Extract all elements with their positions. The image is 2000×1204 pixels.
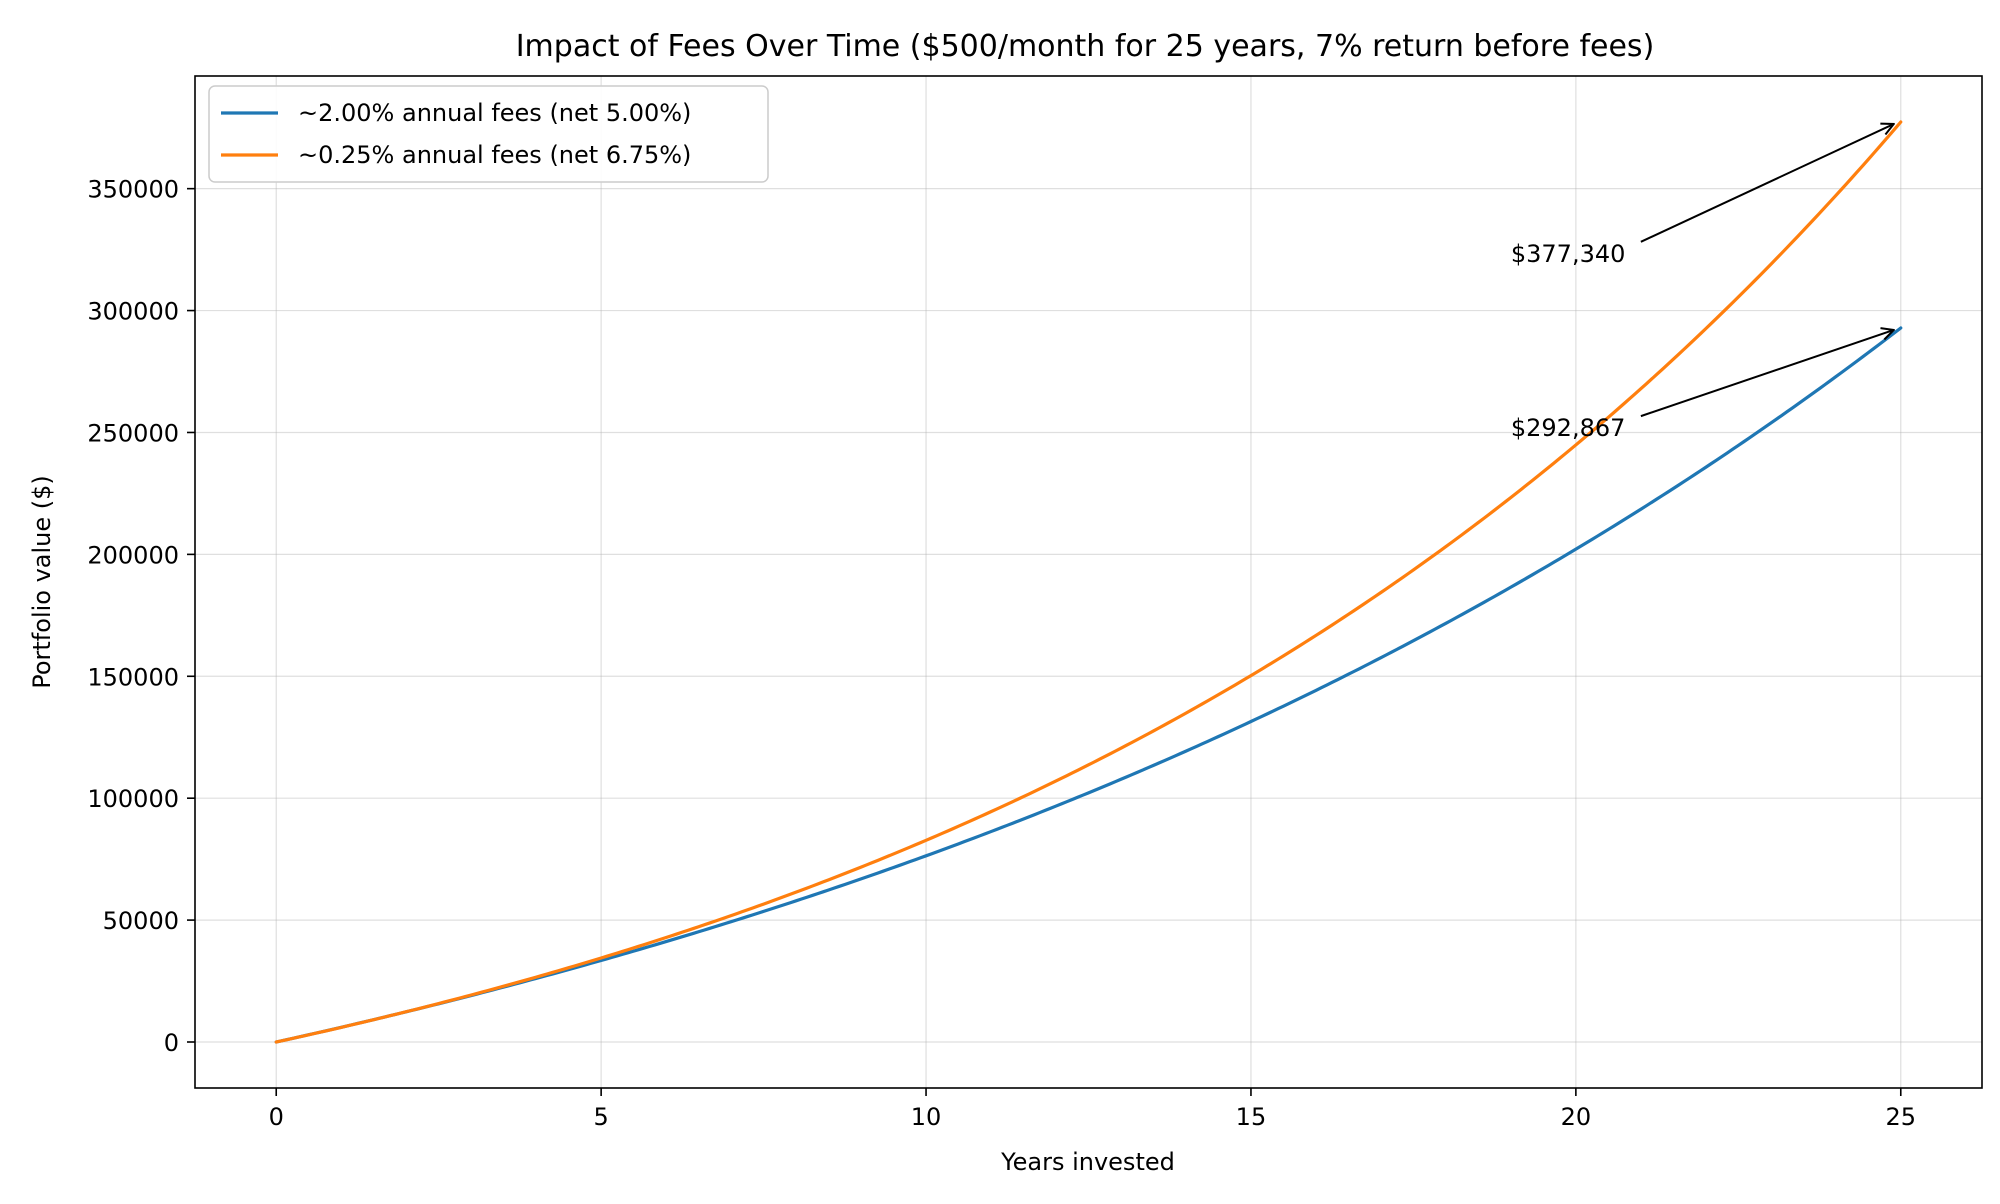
y-tick-label: 0 xyxy=(164,1029,179,1057)
y-tick-label: 50000 xyxy=(103,907,179,935)
legend-label-025pct-fees: ~0.25% annual fees (net 6.75%) xyxy=(298,141,691,169)
y-tick-label: 300000 xyxy=(87,298,179,326)
legend-box xyxy=(208,85,769,183)
x-tick-label: 10 xyxy=(911,1103,942,1131)
annotation-label-0: $377,340 xyxy=(1511,240,1626,268)
x-tick-label: 0 xyxy=(269,1103,284,1131)
annotations: $377,340 $292,867 xyxy=(1511,124,1894,442)
legend: ~2.00% annual fees (net 5.00%) ~0.25% an… xyxy=(208,85,769,183)
x-tick-label: 20 xyxy=(1561,1103,1592,1131)
series-line-1 xyxy=(274,120,1903,1044)
y-tick-label: 200000 xyxy=(87,541,179,569)
chart-title: Impact of Fees Over Time ($500/month for… xyxy=(516,29,1655,64)
y-tick-label: 100000 xyxy=(87,785,179,813)
annotation-arrow-0 xyxy=(1640,124,1894,243)
annotation-label-1: $292,867 xyxy=(1511,414,1626,442)
annotation-arrow-1 xyxy=(1640,330,1894,418)
grid xyxy=(195,76,1982,1088)
legend-label-2pct-fees: ~2.00% annual fees (net 5.00%) xyxy=(298,99,691,127)
y-tick-label: 150000 xyxy=(87,663,179,691)
y-axis-title: Portfolio value ($) xyxy=(28,475,56,689)
x-tick-label: 5 xyxy=(593,1103,608,1131)
plot-area-frame xyxy=(194,75,1983,1089)
series-lines xyxy=(274,120,1903,1044)
y-axis: 0 50000 100000 150000 200000 250000 300000 3500… xyxy=(87,176,195,1057)
x-axis-title: Years invested xyxy=(1000,1148,1175,1176)
x-tick-label: 25 xyxy=(1885,1103,1916,1131)
y-tick-label: 350000 xyxy=(87,176,179,204)
y-tick-label: 250000 xyxy=(87,419,179,447)
x-axis: 0 5 10 15 20 25 xyxy=(269,1088,1916,1131)
x-tick-label: 15 xyxy=(1236,1103,1267,1131)
series-line-0 xyxy=(274,326,1903,1044)
